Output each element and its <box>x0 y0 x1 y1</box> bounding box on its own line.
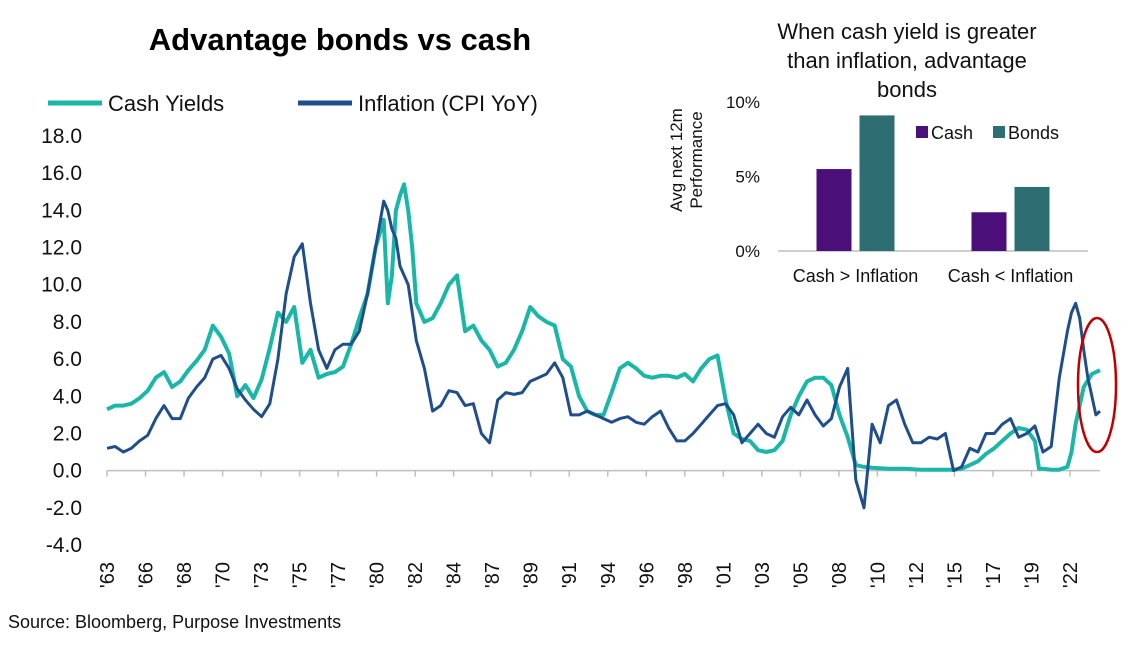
y-tick-label: -2.0 <box>46 497 82 520</box>
y-tick-label: 16.0 <box>41 162 82 185</box>
highlight-ellipse <box>1076 316 1118 454</box>
x-tick-label: '94 <box>598 562 620 588</box>
x-tick-label: '08 <box>829 562 851 588</box>
inset-y-axis-label-line-1: Avg next 12m <box>667 108 686 212</box>
y-tick-label: 8.0 <box>53 311 82 334</box>
inset-y-axis-label-line-2: Performance <box>687 111 706 208</box>
inset-category-label: Cash < Inflation <box>948 266 1074 286</box>
inset-title-line-2: than inflation, advantage <box>787 48 1027 73</box>
x-tick-label: '19 <box>1021 562 1043 588</box>
x-tick-label: '91 <box>559 562 581 588</box>
y-tick-label: 10.0 <box>41 274 82 297</box>
inset-bar-cash <box>971 212 1007 251</box>
inset-legend-swatch-bonds <box>993 126 1005 138</box>
x-tick-label: '98 <box>675 562 697 588</box>
series-line-cash-yields <box>106 182 1101 472</box>
legend-label-cash-yields: Cash Yields <box>108 91 224 116</box>
inset-title-line-3: bonds <box>877 77 937 102</box>
x-tick-label: '01 <box>713 562 735 588</box>
x-tick-label: '15 <box>944 562 966 588</box>
y-tick-label: 4.0 <box>53 385 82 408</box>
y-tick-label: 0.0 <box>53 460 82 483</box>
inset-category-labels: Cash > Inflation Cash < Inflation <box>793 266 1074 286</box>
x-tick-label: '89 <box>521 562 543 588</box>
y-tick-label: 12.0 <box>41 237 82 260</box>
series-line-inflation <box>106 199 1102 510</box>
y-tick-label: 6.0 <box>53 348 82 371</box>
inset-y-tick-label: 10% <box>726 93 760 112</box>
x-tick-label: '73 <box>251 562 273 588</box>
x-tick-label: '03 <box>752 562 774 588</box>
chart-legend: Cash Yields Inflation (CPI YoY) <box>48 91 538 116</box>
x-tick-label: '75 <box>290 562 312 588</box>
inset-bar-cash <box>816 169 852 251</box>
x-tick-label: '82 <box>405 562 427 588</box>
inset-bar-chart: When cash yield is greater than inflatio… <box>667 19 1088 286</box>
y-tick-label: 2.0 <box>53 422 82 445</box>
x-tick-label: '17 <box>983 562 1005 588</box>
y-tick-label: 14.0 <box>41 199 82 222</box>
inset-y-tick-label: 5% <box>735 168 760 187</box>
y-tick-label: -4.0 <box>46 534 82 557</box>
x-tick-label: '05 <box>790 562 812 588</box>
legend-label-inflation: Inflation (CPI YoY) <box>358 91 538 116</box>
inset-y-axis: 10% 5% 0% <box>726 93 760 261</box>
x-tick-label: '63 <box>97 562 119 588</box>
inset-category-label: Cash > Inflation <box>793 266 919 286</box>
y-tick-label: 18.0 <box>41 125 82 148</box>
x-tick-label: '80 <box>367 562 389 588</box>
x-tick-label: '22 <box>1060 562 1082 588</box>
x-tick-label: '84 <box>444 562 466 588</box>
x-tick-label: '66 <box>136 562 158 588</box>
inset-y-tick-label: 0% <box>735 242 760 261</box>
x-tick-label: '12 <box>906 562 928 588</box>
inset-title-line-1: When cash yield is greater <box>777 19 1036 44</box>
x-tick-label: '68 <box>174 562 196 588</box>
source-note: Source: Bloomberg, Purpose Investments <box>8 612 341 632</box>
x-axis: '63 '66 '68 '70 '73 '75 '77 '80 '82 '84 '87 '89 '91 '… <box>97 470 1082 588</box>
y-axis: 18.0 16.0 14.0 12.0 10.0 8.0 6.0 4.0 2.0 0.0 -2.0 -… <box>41 125 82 557</box>
chart-title: Advantage bonds vs cash <box>149 22 531 57</box>
x-tick-label: '77 <box>328 562 350 588</box>
inset-bar-bonds <box>1014 186 1050 251</box>
x-tick-label: '96 <box>636 562 658 588</box>
inset-legend: Cash Bonds <box>916 123 1059 143</box>
inset-legend-label-cash: Cash <box>931 123 973 143</box>
inset-bar-bonds <box>859 115 895 251</box>
inset-bars <box>816 115 1050 251</box>
inset-legend-swatch-cash <box>916 126 928 138</box>
x-tick-label: '70 <box>213 562 235 588</box>
x-tick-label: '87 <box>482 562 504 588</box>
inset-legend-label-bonds: Bonds <box>1008 123 1059 143</box>
x-tick-label: '10 <box>867 562 889 588</box>
